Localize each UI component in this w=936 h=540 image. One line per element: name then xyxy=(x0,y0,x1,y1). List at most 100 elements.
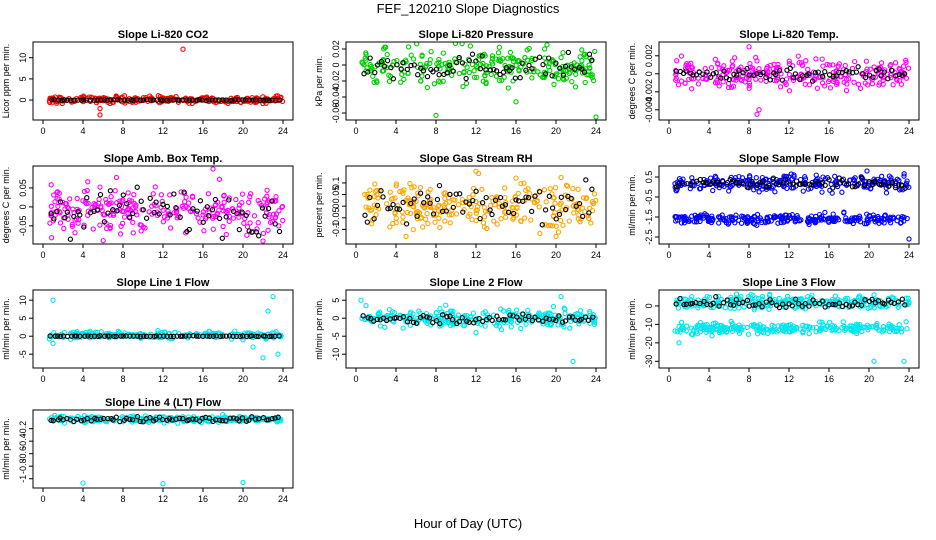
data-point xyxy=(887,325,893,331)
data-point xyxy=(754,182,760,188)
data-point xyxy=(219,235,225,241)
data-point xyxy=(690,72,696,78)
data-point xyxy=(875,298,882,304)
data-point xyxy=(674,329,680,335)
y-tick-label: 0.1 xyxy=(331,177,341,190)
data-point xyxy=(363,204,369,210)
data-point xyxy=(243,212,249,219)
data-point xyxy=(259,205,266,211)
x-tick-label: 8 xyxy=(433,126,438,136)
data-point xyxy=(837,298,843,304)
data-point xyxy=(766,180,772,187)
data-point xyxy=(220,223,226,230)
data-point xyxy=(94,207,101,213)
data-point xyxy=(905,65,912,71)
data-point xyxy=(371,202,377,208)
data-point xyxy=(426,315,433,321)
data-point xyxy=(562,63,569,70)
data-point xyxy=(196,97,202,103)
data-point xyxy=(874,320,880,327)
data-point xyxy=(862,74,869,81)
data-point xyxy=(180,46,186,52)
data-point xyxy=(724,297,730,303)
data-point xyxy=(688,64,694,71)
data-point xyxy=(574,310,580,317)
data-point xyxy=(802,300,808,307)
data-point xyxy=(452,197,458,203)
data-point xyxy=(249,414,255,420)
data-point xyxy=(895,304,901,310)
data-point xyxy=(814,85,821,91)
data-point xyxy=(459,315,465,321)
data-point xyxy=(535,317,542,323)
data-point xyxy=(260,97,267,103)
data-point xyxy=(456,54,462,61)
data-point xyxy=(579,58,585,64)
data-point xyxy=(119,220,126,227)
data-point xyxy=(844,295,851,302)
data-point xyxy=(471,68,477,74)
data-point xyxy=(498,306,504,312)
data-point xyxy=(467,43,474,49)
data-point xyxy=(881,69,887,75)
data-point xyxy=(210,213,217,220)
y-tick-label: -0.002 xyxy=(644,79,654,105)
data-point xyxy=(896,182,902,188)
data-point xyxy=(540,318,546,324)
data-point xyxy=(849,184,856,190)
data-point xyxy=(695,322,701,328)
data-point xyxy=(239,209,245,215)
data-point xyxy=(898,329,905,335)
data-point xyxy=(246,199,252,205)
data-point xyxy=(826,177,832,183)
data-point xyxy=(74,195,80,202)
data-point xyxy=(756,189,762,195)
x-tick-label: 16 xyxy=(824,374,834,384)
data-point xyxy=(410,226,416,233)
data-point xyxy=(759,326,765,332)
data-point xyxy=(547,222,554,229)
data-point xyxy=(852,58,858,65)
data-point xyxy=(442,190,448,196)
data-point xyxy=(126,207,132,213)
data-point xyxy=(425,194,431,200)
data-point xyxy=(832,215,838,222)
data-point xyxy=(689,294,695,300)
data-point xyxy=(498,327,505,333)
data-point xyxy=(730,302,737,308)
data-point xyxy=(51,216,57,222)
data-point xyxy=(279,204,285,210)
data-point xyxy=(545,64,552,70)
data-point xyxy=(405,44,412,50)
data-point xyxy=(461,69,467,75)
data-point xyxy=(700,180,707,186)
data-point xyxy=(446,59,452,65)
chart-title: Slope Li-820 CO2 xyxy=(118,29,208,41)
x-tick-label: 8 xyxy=(433,374,438,384)
data-point xyxy=(239,191,246,197)
data-point xyxy=(846,76,852,82)
data-point xyxy=(849,303,856,309)
data-point xyxy=(385,206,391,212)
data-point xyxy=(549,205,556,211)
plot-frame xyxy=(32,289,294,369)
data-point xyxy=(408,200,414,207)
data-point xyxy=(205,191,212,197)
data-point xyxy=(160,481,166,487)
data-point xyxy=(569,78,575,85)
data-point xyxy=(572,66,578,72)
chart-panel: Slope Line 2 Flow ml/min per min. 0 4 8 12 16 2… xyxy=(314,277,607,384)
data-point xyxy=(229,97,235,103)
y-tick-label: -30 xyxy=(644,355,654,368)
data-point xyxy=(903,59,909,66)
data-point xyxy=(712,56,719,62)
data-point xyxy=(775,327,782,334)
data-point xyxy=(827,85,834,91)
data-point xyxy=(48,417,54,424)
data-point xyxy=(437,66,443,72)
data-point xyxy=(84,195,90,201)
data-point xyxy=(467,211,473,217)
data-point xyxy=(695,81,702,87)
data-point xyxy=(789,328,795,334)
data-point xyxy=(260,238,266,244)
